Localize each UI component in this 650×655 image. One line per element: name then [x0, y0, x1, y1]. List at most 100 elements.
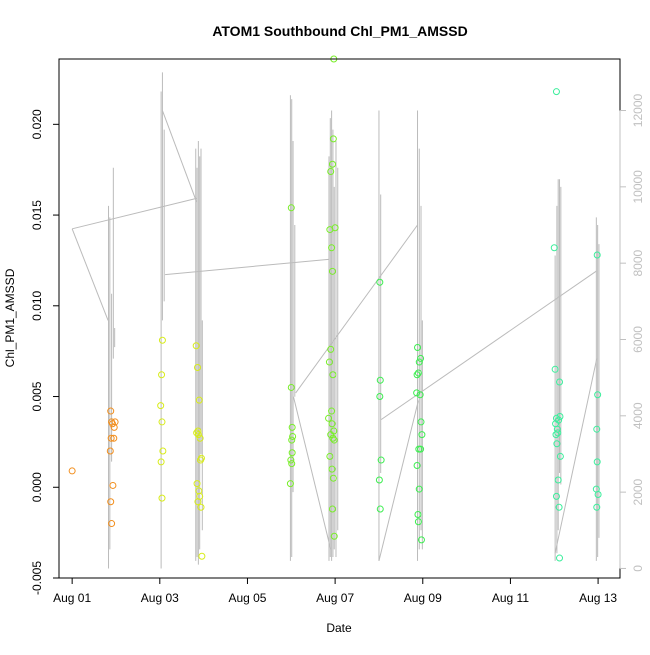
data-point — [328, 244, 336, 252]
data-point — [417, 536, 425, 544]
data-point — [329, 474, 337, 482]
data-point — [286, 480, 294, 488]
x-tick-label: Aug 03 — [141, 591, 179, 605]
y-right-tick-label: 2000 — [631, 478, 645, 505]
data-point — [551, 365, 559, 373]
data-point — [159, 447, 167, 455]
data-point — [556, 554, 564, 562]
data-point — [194, 498, 202, 506]
data-point — [376, 393, 384, 401]
data-point — [593, 425, 601, 433]
y-axis-label: Chl_PM1_AMSSD — [3, 268, 17, 367]
y-left-tick-label: 0.010 — [30, 290, 44, 320]
data-point — [550, 244, 558, 252]
data-point — [593, 503, 601, 511]
data-point — [554, 429, 562, 437]
data-point — [328, 505, 336, 513]
data-point — [376, 376, 384, 384]
y-left-tick-label: 0.015 — [30, 200, 44, 230]
data-point — [330, 436, 338, 444]
y-axis-left: -0.005 0.000 0.005 0.010 0.015 0.020 — [30, 109, 60, 595]
data-point — [329, 434, 337, 442]
data-point — [328, 465, 336, 473]
data-point — [414, 510, 422, 518]
data-point — [413, 371, 421, 379]
data-point — [413, 461, 421, 469]
data-point — [415, 485, 423, 493]
data-point — [198, 552, 206, 560]
data-point — [552, 492, 560, 500]
data-point — [197, 503, 205, 511]
y-left-tick-label: -0.005 — [30, 561, 44, 595]
data-point — [556, 412, 564, 420]
y-left-tick-label: 0.020 — [30, 109, 44, 139]
secondary-connector — [554, 358, 598, 554]
data-point — [158, 418, 166, 426]
data-point — [327, 345, 335, 353]
data-point — [109, 481, 117, 489]
y-right-tick-label: 8000 — [631, 249, 645, 276]
data-point — [376, 278, 384, 286]
data-point — [594, 491, 602, 499]
data-point — [288, 423, 296, 431]
data-point — [414, 518, 422, 526]
data-point — [326, 452, 334, 460]
secondary-connector — [72, 197, 198, 230]
data-point — [158, 494, 166, 502]
data-point — [556, 452, 564, 460]
data-point — [106, 447, 114, 455]
data-point — [413, 389, 421, 397]
data-point — [328, 420, 336, 428]
data-point — [287, 383, 295, 391]
data-point — [325, 358, 333, 366]
data-point — [328, 407, 336, 415]
x-tick-label: Aug 13 — [579, 591, 617, 605]
data-point — [554, 476, 562, 484]
secondary-connector — [165, 258, 329, 276]
data-point — [556, 378, 564, 386]
data-point — [110, 434, 118, 442]
y-axis-right: 0 2000 4000 6000 8000 10000 12000 — [619, 94, 645, 572]
data-point — [417, 354, 425, 362]
data-point — [552, 431, 560, 439]
data-point — [593, 251, 601, 259]
y-right-tick-label: 10000 — [631, 170, 645, 204]
chart-title: ATOM1 Southbound Chl_PM1_AMSSD — [212, 23, 467, 39]
data-point — [287, 204, 295, 212]
data-point — [325, 414, 333, 422]
data-point — [68, 467, 76, 475]
data-point — [111, 418, 119, 426]
data-point — [375, 476, 383, 484]
data-point — [197, 456, 205, 464]
data-point — [414, 369, 422, 377]
data-point — [331, 224, 339, 232]
x-tick-label: Aug 07 — [316, 591, 354, 605]
data-point — [158, 336, 166, 344]
x-axis: Aug 01 Aug 03 Aug 05 Aug 07 Aug 09 Aug 11 Aug … — [53, 577, 617, 605]
y-left-tick-label: 0.000 — [30, 472, 44, 502]
y-right-tick-label: 6000 — [631, 326, 645, 353]
data-point — [415, 358, 423, 366]
scatter-points-layer — [68, 55, 602, 562]
data-point — [194, 427, 202, 435]
data-point — [416, 391, 424, 399]
data-point — [107, 407, 115, 415]
data-point — [193, 480, 201, 488]
data-point — [327, 168, 335, 176]
y-right-tick-label: 0 — [631, 565, 645, 572]
data-point — [196, 434, 204, 442]
data-point — [552, 88, 560, 96]
secondary-connector — [161, 110, 198, 203]
data-point — [193, 429, 201, 437]
data-point — [193, 363, 201, 371]
data-point — [157, 402, 165, 410]
x-tick-label: Aug 05 — [228, 591, 266, 605]
data-point — [417, 418, 425, 426]
data-point — [418, 431, 426, 439]
data-point — [194, 431, 202, 439]
x-tick-label: Aug 09 — [404, 591, 442, 605]
y-right-tick-label: 12000 — [631, 94, 645, 128]
data-point — [330, 532, 338, 540]
